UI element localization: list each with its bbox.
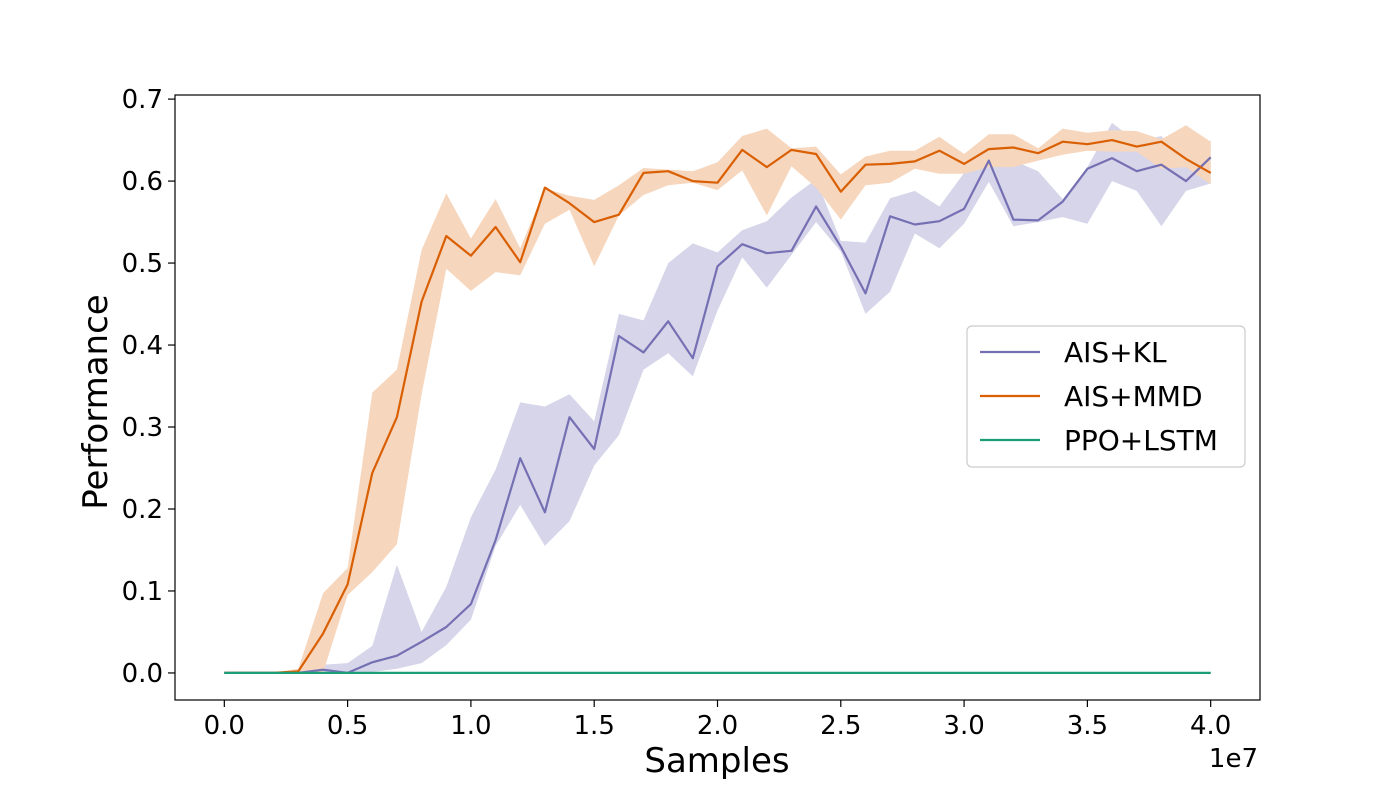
x-tick-label: 0.0 bbox=[204, 711, 245, 741]
y-tick-label: 0.4 bbox=[122, 331, 163, 361]
y-tick-label: 0.5 bbox=[122, 249, 163, 279]
x-tick-label: 2.0 bbox=[697, 711, 738, 741]
y-tick-label: 0.6 bbox=[122, 167, 163, 197]
y-tick-label: 0.1 bbox=[122, 577, 163, 607]
legend: AIS+KL AIS+MMD PPO+LSTM bbox=[966, 325, 1246, 468]
legend-label-ais-kl: AIS+KL bbox=[1064, 336, 1167, 369]
x-tick-label: 3.0 bbox=[943, 711, 984, 741]
legend-label-ais-mmd: AIS+MMD bbox=[1064, 380, 1203, 413]
y-tick-label: 0.2 bbox=[122, 495, 163, 525]
band-ais-kl bbox=[224, 122, 1211, 673]
line-ais-kl bbox=[224, 156, 1212, 675]
x-tick-label: 2.5 bbox=[820, 711, 861, 741]
y-axis-title: Performance bbox=[76, 294, 116, 509]
x-axis-offset-label: 1e7 bbox=[1209, 744, 1258, 774]
y-tick-label: 0.7 bbox=[122, 85, 163, 115]
x-tick-label: 1.5 bbox=[574, 711, 615, 741]
legend-box bbox=[966, 325, 1246, 468]
y-tick-label: 0.0 bbox=[122, 659, 163, 689]
band-ais-mmd bbox=[224, 125, 1211, 673]
x-axis-title: Samples bbox=[644, 741, 789, 781]
x-tick-label: 1.0 bbox=[450, 711, 491, 741]
x-tick-label: 4.0 bbox=[1190, 711, 1231, 741]
legend-label-ppo-lstm: PPO+LSTM bbox=[1064, 424, 1218, 457]
x-tick-label: 0.5 bbox=[327, 711, 368, 741]
series-lines bbox=[224, 139, 1212, 675]
x-tick-label: 3.5 bbox=[1067, 711, 1108, 741]
line-ais-mmd bbox=[224, 139, 1212, 675]
x-axis-ticks: 0.0 0.5 1.0 1.5 2.0 2.5 3.0 3.5 4.0 bbox=[204, 700, 1231, 741]
y-axis-ticks: 0.0 0.1 0.2 0.3 0.4 0.5 0.6 0.7 bbox=[122, 85, 175, 689]
y-tick-label: 0.3 bbox=[122, 413, 163, 443]
